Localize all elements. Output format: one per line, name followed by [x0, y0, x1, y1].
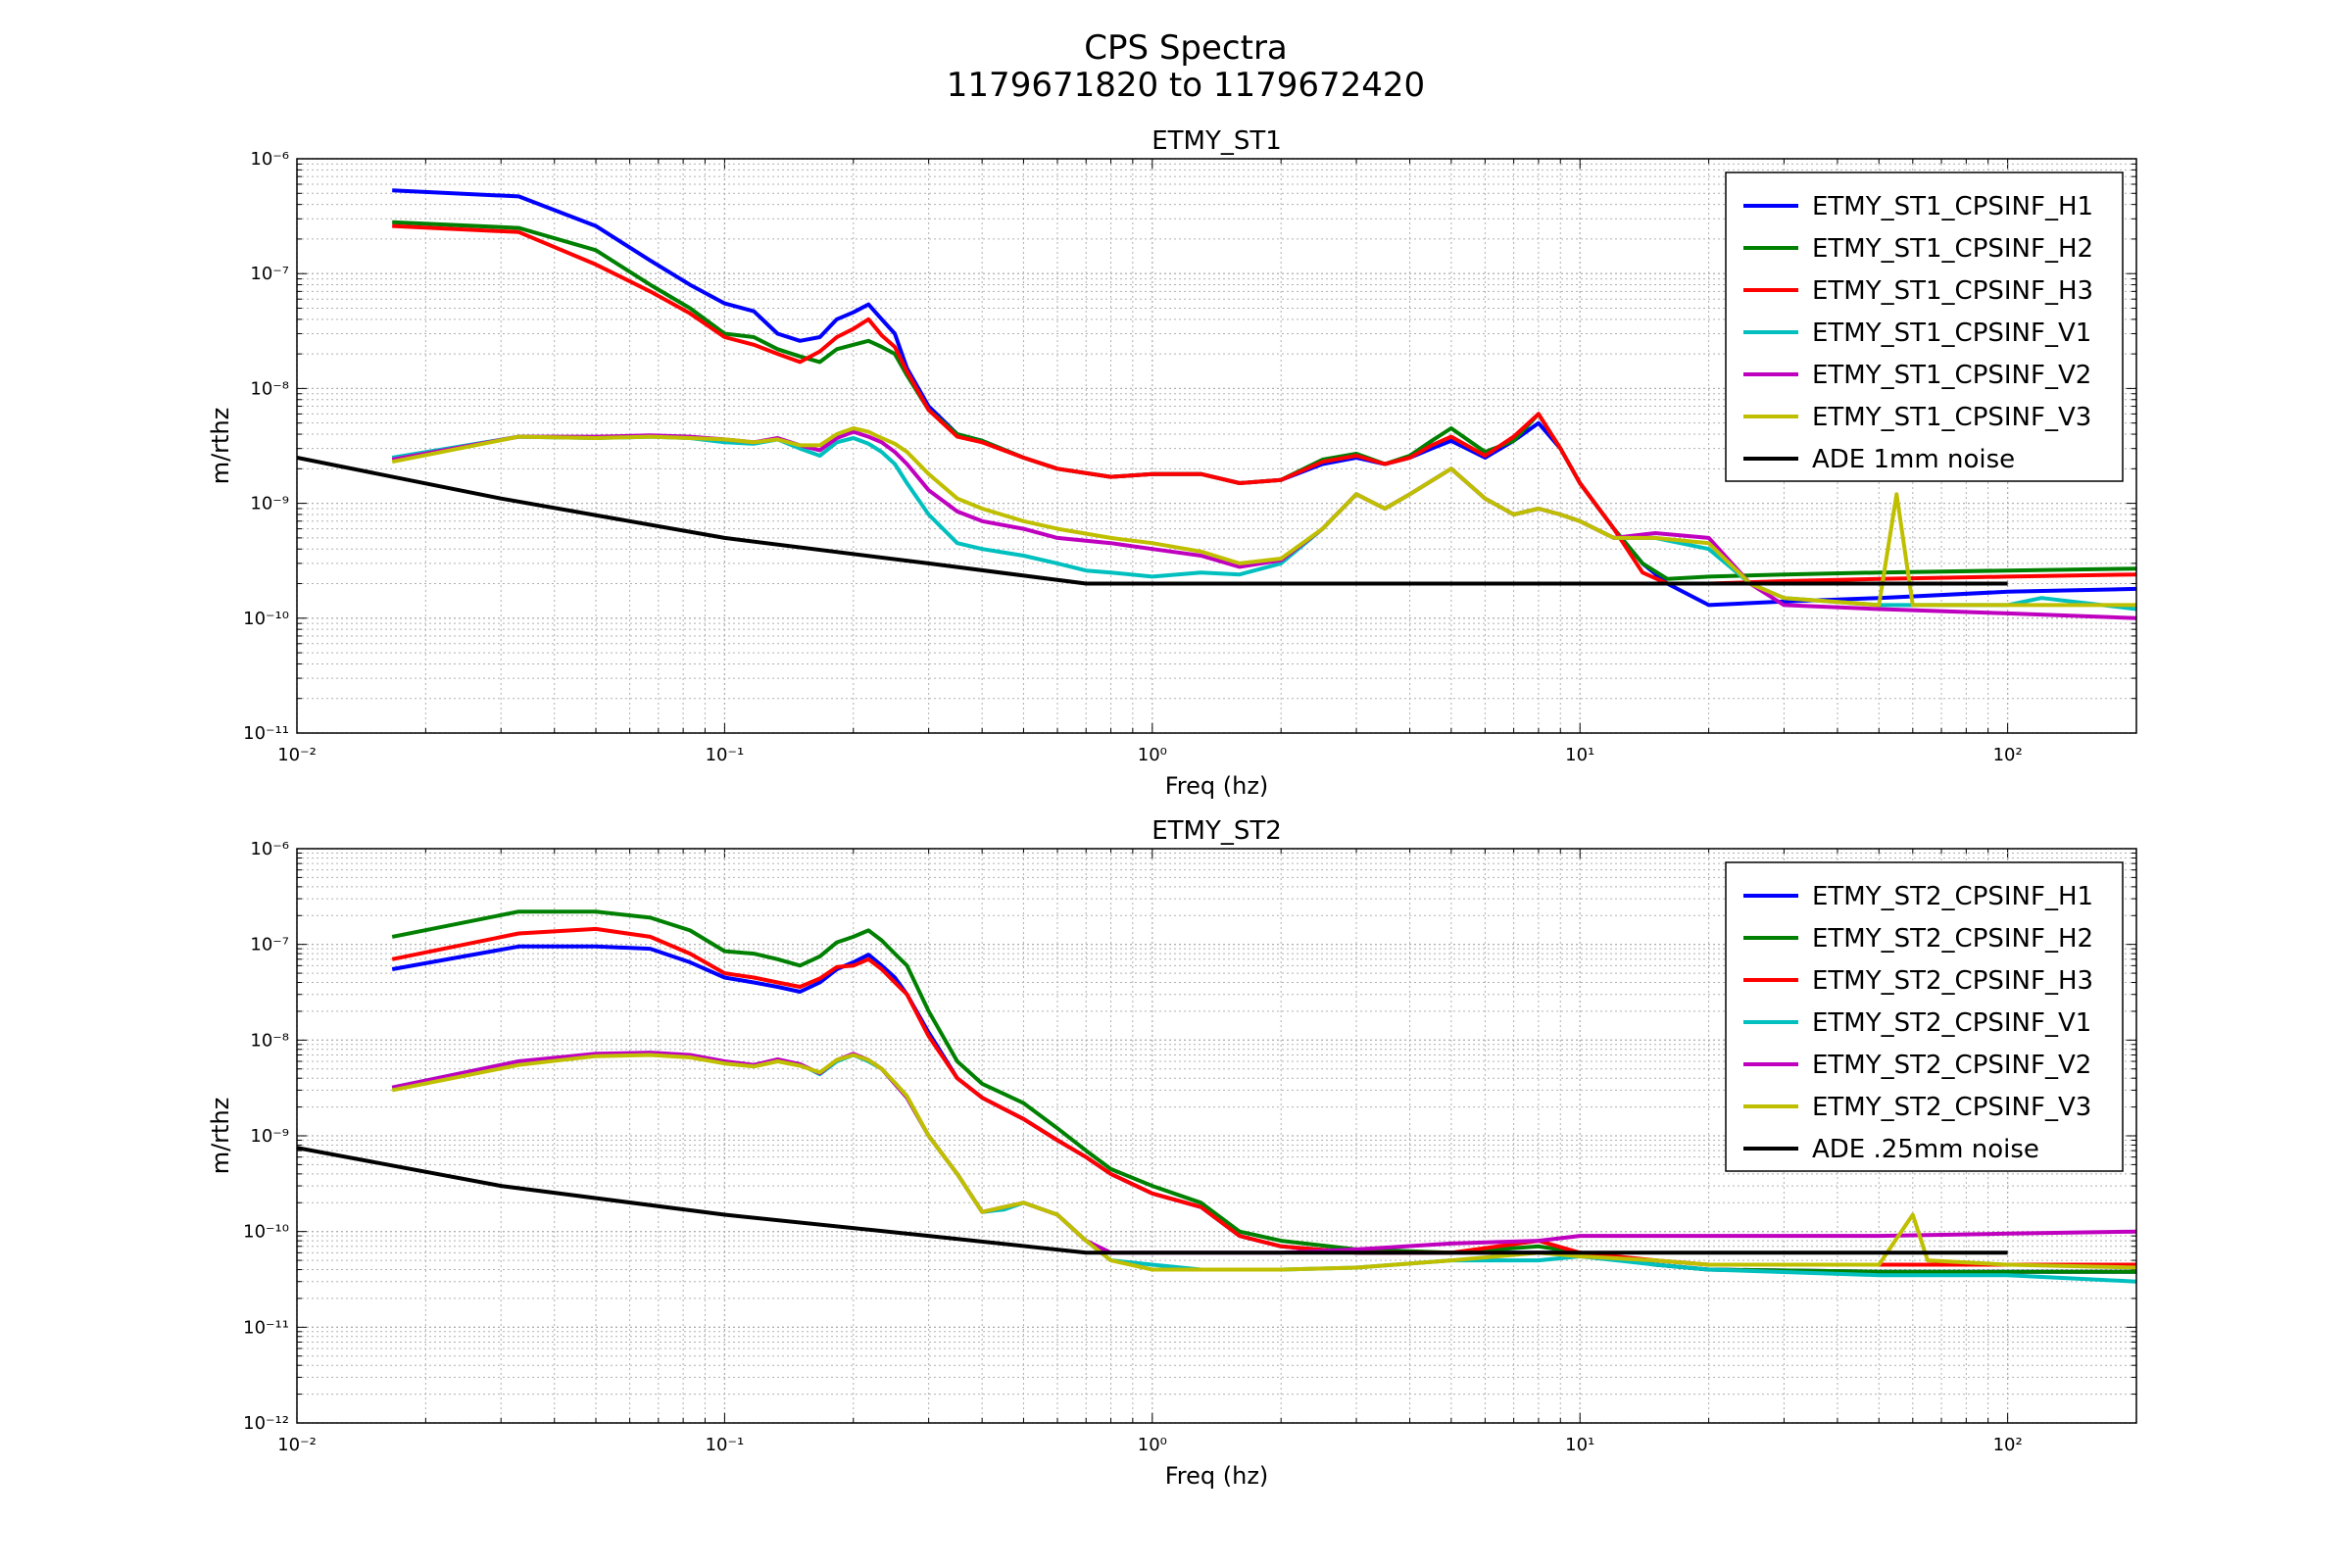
- c0-legend-label-v3: ETMY_ST1_CPSINF_V3: [1812, 403, 2091, 432]
- c0-legend-label-v2: ETMY_ST1_CPSINF_V2: [1812, 361, 2091, 390]
- c1-xtick-label: 10⁰: [1138, 1435, 1167, 1455]
- c1-series-group: [297, 909, 2136, 1284]
- c1-legend-label-noise: ADE .25mm noise: [1812, 1135, 2039, 1164]
- c1-xtick-label: 10²: [1993, 1435, 2023, 1455]
- c1-legend: ETMY_ST2_CPSINF_H1 ETMY_ST2_CPSINF_H2 ETMY…: [1725, 861, 2124, 1172]
- c0-ytick-label: 10⁻¹¹: [243, 723, 289, 744]
- c0-xlabel: Freq (hz): [1165, 772, 1269, 800]
- c0-series-noise: [297, 456, 2008, 586]
- c1-xtick-label: 10⁻¹: [706, 1435, 745, 1455]
- c0-axes-frame: [296, 158, 2137, 734]
- chart-etmy-st2: 10⁻² 10⁻¹ 10⁰ 10¹ 10² 10⁻¹² 10⁻¹¹ 10⁻¹⁰ 10⁻⁹ 10⁻⁸…: [207, 816, 2137, 1490]
- c1-ytick-label: 10⁻⁹: [250, 1126, 289, 1147]
- c0-xtick-label: 10¹: [1565, 745, 1594, 765]
- figure-title-line2: 1179671820 to 1179672420: [947, 66, 1425, 105]
- c0-series-v3: [391, 426, 2136, 608]
- c0-legend-label-h2: ETMY_ST1_CPSINF_H2: [1812, 234, 2093, 264]
- c1-legend-label-h1: ETMY_ST2_CPSINF_H1: [1812, 882, 2093, 911]
- c0-ytick-label: 10⁻⁷: [250, 264, 289, 284]
- c0-legend-label-h1: ETMY_ST1_CPSINF_H1: [1812, 192, 2093, 221]
- c1-ytick-label: 10⁻¹¹: [243, 1317, 289, 1338]
- c1-legend-box: [1725, 861, 2124, 1172]
- c0-xtick-label: 10⁰: [1138, 745, 1167, 765]
- c1-series-h2: [391, 909, 2136, 1274]
- c1-series-noise: [297, 1146, 2008, 1255]
- c1-xtick-label: 10¹: [1565, 1435, 1594, 1455]
- c0-xtick-label: 10⁻²: [277, 745, 317, 765]
- c0-ytick-label: 10⁻⁶: [250, 149, 289, 170]
- chart-etmy-st1: 10⁻² 10⁻¹ 10⁰ 10¹ 10² 10⁻¹¹ 10⁻¹⁰ 10⁻⁹ 10⁻⁸ 10⁻⁷ 1…: [207, 126, 2137, 800]
- c0-series-group: [297, 188, 2136, 620]
- c1-ytick-label: 10⁻⁸: [250, 1030, 289, 1051]
- c1-grid: [296, 848, 2137, 1424]
- c0-legend-label-noise: ADE 1mm noise: [1812, 445, 2015, 474]
- c1-legend-label-h2: ETMY_ST2_CPSINF_H2: [1812, 924, 2093, 954]
- c1-legend-label-v2: ETMY_ST2_CPSINF_V2: [1812, 1051, 2091, 1080]
- c1-xtick-label: 10⁻²: [277, 1435, 317, 1455]
- c1-ytick-label: 10⁻⁷: [250, 935, 289, 956]
- c0-title: ETMY_ST1: [1152, 126, 1282, 156]
- c1-legend-label-v3: ETMY_ST2_CPSINF_V3: [1812, 1093, 2091, 1122]
- c1-axes-frame: [296, 848, 2137, 1424]
- c1-ytick-label: 10⁻⁶: [250, 839, 289, 859]
- c0-ytick-label: 10⁻⁸: [250, 378, 289, 399]
- c0-legend-label-h3: ETMY_ST1_CPSINF_H3: [1812, 276, 2093, 306]
- c0-legend-label-v1: ETMY_ST1_CPSINF_V1: [1812, 318, 2091, 348]
- c1-xlabel: Freq (hz): [1165, 1462, 1269, 1490]
- c1-title: ETMY_ST2: [1152, 816, 1282, 846]
- c1-ylabel: m/rthz: [207, 1098, 234, 1175]
- c0-legend-box: [1725, 172, 2124, 482]
- c1-legend-label-h3: ETMY_ST2_CPSINF_H3: [1812, 966, 2093, 996]
- c0-legend: ETMY_ST1_CPSINF_H1 ETMY_ST1_CPSINF_H2 ETMY…: [1725, 172, 2124, 482]
- c0-ylabel: m/rthz: [207, 408, 234, 485]
- c1-ytick-label: 10⁻¹²: [243, 1413, 289, 1434]
- c1-legend-label-v1: ETMY_ST2_CPSINF_V1: [1812, 1008, 2091, 1038]
- c0-grid: [296, 158, 2137, 734]
- c1-series-h3: [391, 926, 2136, 1267]
- c0-xtick-label: 10²: [1993, 745, 2023, 765]
- c1-ytick-label: 10⁻¹⁰: [243, 1222, 289, 1243]
- c0-ytick-label: 10⁻¹⁰: [243, 609, 289, 629]
- c1-series-v3: [391, 1053, 2136, 1272]
- figure-title-line1: CPS Spectra: [1084, 28, 1288, 68]
- c0-series-h3: [392, 223, 2136, 586]
- c0-ytick-label: 10⁻⁹: [250, 494, 289, 514]
- c0-xtick-label: 10⁻¹: [706, 745, 745, 765]
